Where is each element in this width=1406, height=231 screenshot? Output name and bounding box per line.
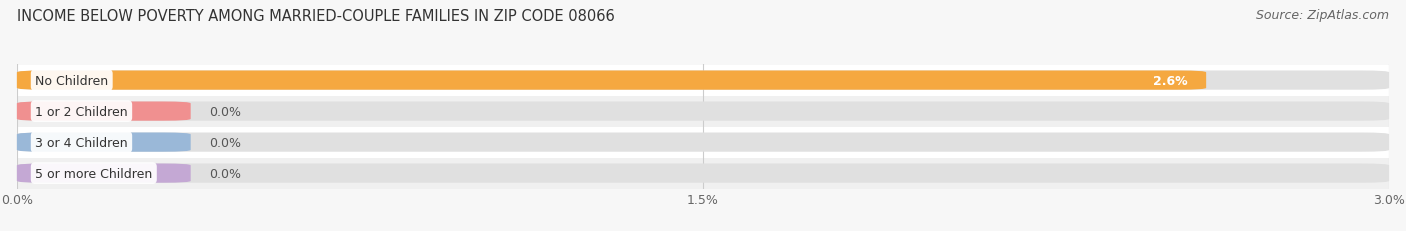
- Text: 2.6%: 2.6%: [1153, 74, 1188, 87]
- FancyBboxPatch shape: [17, 133, 191, 152]
- FancyBboxPatch shape: [17, 102, 1389, 121]
- FancyBboxPatch shape: [17, 71, 1206, 90]
- FancyBboxPatch shape: [17, 71, 1389, 90]
- FancyBboxPatch shape: [17, 102, 191, 121]
- Bar: [17, 96, 1389, 127]
- FancyBboxPatch shape: [17, 133, 1389, 152]
- Text: 1 or 2 Children: 1 or 2 Children: [35, 105, 128, 118]
- Bar: [17, 65, 1389, 96]
- FancyBboxPatch shape: [17, 164, 1389, 183]
- Bar: [17, 127, 1389, 158]
- Text: 5 or more Children: 5 or more Children: [35, 167, 152, 180]
- Text: INCOME BELOW POVERTY AMONG MARRIED-COUPLE FAMILIES IN ZIP CODE 08066: INCOME BELOW POVERTY AMONG MARRIED-COUPL…: [17, 9, 614, 24]
- FancyBboxPatch shape: [17, 164, 191, 183]
- Text: No Children: No Children: [35, 74, 108, 87]
- Text: 0.0%: 0.0%: [209, 105, 240, 118]
- Text: Source: ZipAtlas.com: Source: ZipAtlas.com: [1256, 9, 1389, 22]
- Bar: [17, 158, 1389, 189]
- Text: 0.0%: 0.0%: [209, 167, 240, 180]
- Text: 3 or 4 Children: 3 or 4 Children: [35, 136, 128, 149]
- Text: 0.0%: 0.0%: [209, 136, 240, 149]
